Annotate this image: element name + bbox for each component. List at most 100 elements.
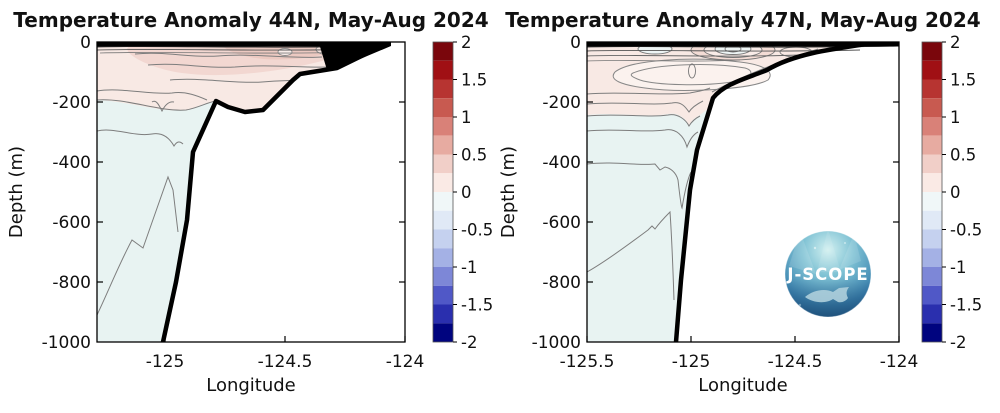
x-axis-label: Longitude [206,375,296,396]
contour-cell [277,48,293,56]
colorbar-tick-label: 2 [950,33,961,52]
colorbar-segment [433,248,453,267]
colorbar-tick-label: 1.5 [950,71,976,90]
colorbar-tick-label: 1 [461,108,472,127]
colorbar-segment [433,117,453,136]
colorbar-segment [922,60,942,80]
colorbar-segment [433,135,453,155]
colorbar-segment [433,210,453,230]
colorbar-ticks [453,41,457,343]
colorbar-segment [433,79,453,99]
colorbar-tick-label: 0 [950,183,961,202]
y-tick-label: -400 [542,153,581,173]
colorbar-segment [922,117,942,136]
colorbar-segment [433,154,453,174]
y-tick-label: -800 [542,273,581,293]
contour-line [587,114,701,128]
y-tick-label: -1000 [42,333,91,353]
logo-shade [785,231,871,317]
colorbar-tick-label: -2 [950,333,966,352]
y-tick-label: -200 [542,93,581,113]
colorbar-segment [433,285,453,305]
colorbar-segment [433,229,453,249]
colorbar-segment [922,267,942,286]
colorbar-segment [922,229,942,249]
colorbar-segment [433,192,453,211]
colorbar-tick-label: -1.5 [950,296,982,315]
colorbar-segment [922,323,942,342]
colorbar-tick-label: 0 [461,183,472,202]
contour-line [97,99,217,111]
y-tick-label: -600 [542,213,581,233]
contour-line [587,59,741,62]
colorbar-tick-label: -0.5 [950,221,982,240]
panel-title: Temperature Anomaly 44N, May-Aug 2024 [13,8,488,32]
colorbar-segment [433,323,453,342]
contour-line [97,175,179,316]
contour-cell [688,63,696,79]
colorbar-segment [433,60,453,80]
colorbar-segment [922,135,942,155]
colorbar-segment [433,98,453,117]
contour-line [151,100,175,113]
colorbar-tick-label: 0.5 [461,146,487,165]
bathymetry-line-44n [160,42,387,342]
colorbar-tick-label: 2 [461,33,472,52]
y-tick-label: -600 [52,213,91,233]
contour-line [169,78,294,83]
colorbar-segment [433,304,453,324]
contour-line [587,129,699,149]
colorbar-tick-label: -1 [950,258,966,277]
colorbar-tick-label: 0.5 [950,146,976,165]
anomaly-fill-negative [587,42,866,342]
colorbar-tick-label: -0.5 [461,221,493,240]
y-axis-label: Depth (m) [498,146,519,238]
colorbar-tick-label: -1 [461,258,477,277]
logo-text: J-SCOPE [786,265,868,284]
colorbar-tick-label: 1.5 [461,71,487,90]
tick-marks-47n [586,101,900,342]
colorbar-segment [922,210,942,230]
colorbar-ticks [942,41,946,343]
contour-field-44n [97,42,391,342]
y-tick-label: 0 [570,33,581,53]
y-tick-label: -1000 [532,333,581,353]
colorbar-segment [433,267,453,286]
x-tick-label: -124.5 [768,352,823,372]
y-tick-label: -800 [52,273,91,293]
y-axis-label: Depth (m) [6,146,27,238]
x-tick-label: -125 [672,352,711,372]
contour-line [587,210,675,301]
contour-line [587,54,801,57]
x-axis-label: Longitude [698,375,788,396]
y-tick-label: -400 [52,153,91,173]
fish-icon [805,287,849,303]
colorbar-segment [922,248,942,267]
colorbar-segment [922,42,942,61]
colorbar-44n: 2 1.5 1 0.5 0 -0.5 -1 -1.5 -2 [432,33,493,352]
panel-47n: J-SCOPE Temperature Anomaly 47N, May-Aug… [498,8,982,396]
colorbar-tick-label: -1.5 [461,296,493,315]
contour-line [97,129,184,147]
colorbar-tick-label: 1 [950,108,961,127]
colorbar-segment [922,173,942,192]
x-tick-label: -125 [146,352,185,372]
y-tick-label: 0 [80,33,91,53]
contour-line [587,100,704,113]
j-scope-logo: J-SCOPE [784,230,872,318]
tick-marks-44n [97,101,406,342]
colorbar-segment [922,192,942,211]
colorbar-segment [922,304,942,324]
contour-line [97,89,208,101]
logo-rim [784,230,872,318]
colorbar-segment [922,98,942,117]
x-tick-label: -125.5 [560,352,615,372]
anomaly-fill-negative [97,42,388,342]
x-tick-label: -124 [880,352,919,372]
contour-line [134,52,323,58]
colorbar-segment [922,285,942,305]
colorbar-segment [433,42,453,61]
colorbar-segment [922,154,942,174]
